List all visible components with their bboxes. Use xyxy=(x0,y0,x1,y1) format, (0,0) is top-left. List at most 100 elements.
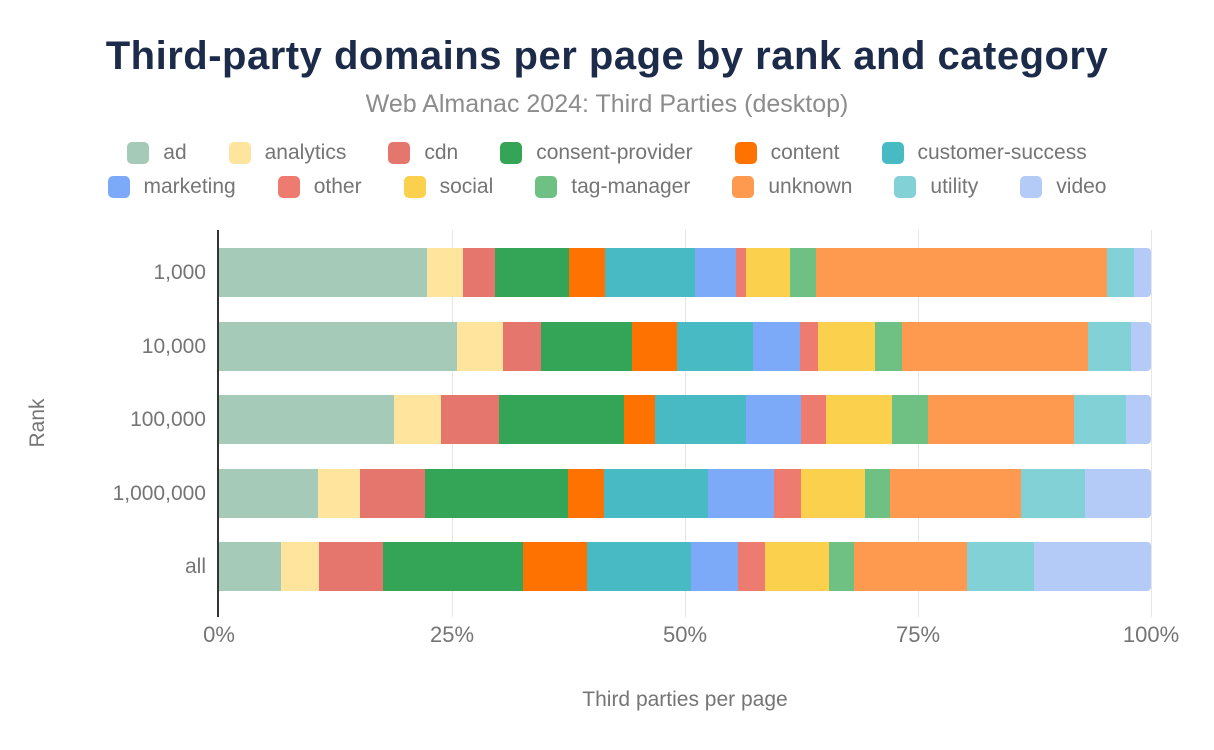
bar-segment-unknown xyxy=(928,395,1074,444)
legend-item-video[interactable]: video xyxy=(1020,175,1106,199)
legend-item-other[interactable]: other xyxy=(277,175,362,199)
bar-segment-video xyxy=(1131,322,1151,371)
bar-segment-consent-provider xyxy=(383,542,523,591)
x-tick-label: 50% xyxy=(662,622,708,647)
legend-label: analytics xyxy=(264,141,347,164)
bar-segment-unknown xyxy=(889,469,1022,518)
gridline xyxy=(1150,230,1152,617)
bar-segment-social xyxy=(746,248,791,297)
bar-segment-cdn xyxy=(463,248,495,297)
bar-segment-marketing xyxy=(753,322,800,371)
bar-segment-content xyxy=(631,322,677,371)
x-tick-label: 25% xyxy=(429,622,475,647)
chart-title: Third-party domains per page by rank and… xyxy=(105,34,1109,78)
bar-segment-analytics xyxy=(456,322,504,371)
legend-swatch-utility xyxy=(894,176,917,198)
bar-segment-marketing xyxy=(695,248,737,297)
y-tick-label: 1,000,000 xyxy=(112,482,206,505)
bar-segment-consent-provider xyxy=(494,248,570,297)
x-axis-title: Third parties per page xyxy=(582,688,788,711)
bar-segment-customer-success xyxy=(587,542,691,591)
legend-item-ad[interactable]: ad xyxy=(127,141,187,165)
legend-item-customer-success[interactable]: customer-success xyxy=(881,141,1087,165)
legend-label: utility xyxy=(930,175,979,198)
legend-swatch-content xyxy=(734,142,757,164)
bar-segment-social xyxy=(818,322,876,371)
legend-item-marketing[interactable]: marketing xyxy=(107,175,236,199)
y-tick-label: 10,000 xyxy=(141,335,206,358)
bar-segment-ad xyxy=(219,542,281,591)
bar-segment-video xyxy=(1034,542,1151,591)
bar-segment-utility xyxy=(1107,248,1135,297)
bar-segment-social xyxy=(825,395,892,444)
legend-swatch-marketing xyxy=(107,176,130,198)
bar-row-1000 xyxy=(219,248,1151,297)
legend-item-unknown[interactable]: unknown xyxy=(732,175,852,199)
bar-segment-utility xyxy=(1088,322,1132,371)
bar-segment-cdn xyxy=(503,322,541,371)
bar-segment-customer-success xyxy=(603,469,709,518)
legend-label: marketing xyxy=(143,175,236,198)
legend-label: content xyxy=(770,141,840,164)
legend-label: ad xyxy=(163,141,187,164)
bar-segment-unknown xyxy=(853,542,968,591)
bar-segment-analytics xyxy=(426,248,464,297)
legend-label: social xyxy=(439,175,494,198)
bar-segment-video xyxy=(1084,469,1151,518)
bar-segment-other xyxy=(736,248,747,297)
legend-item-content[interactable]: content xyxy=(734,141,840,165)
bar-segment-utility xyxy=(1021,469,1085,518)
legend-label: cdn xyxy=(424,141,459,164)
legend: ad analytics cdn consent-provider content cus… xyxy=(0,141,1214,199)
bar-row-10000 xyxy=(219,322,1151,371)
bar-segment-marketing xyxy=(690,542,739,591)
bar-segment-consent-provider xyxy=(424,469,568,518)
legend-label: other xyxy=(313,175,362,198)
bar-segment-marketing xyxy=(708,469,775,518)
bar-segment-content xyxy=(567,469,604,518)
bar-segment-other xyxy=(799,322,819,371)
bar-segment-customer-success xyxy=(676,322,753,371)
chart-subtitle: Web Almanac 2024: Third Parties (desktop… xyxy=(365,90,849,118)
x-tick-label: 0% xyxy=(203,622,235,647)
bar-segment-cdn xyxy=(359,469,425,518)
legend-swatch-cdn xyxy=(388,142,411,164)
legend-swatch-analytics xyxy=(228,142,251,164)
bar-segment-ad xyxy=(219,469,318,518)
legend-swatch-other xyxy=(277,176,300,198)
bar-segment-tag-manager xyxy=(829,542,854,591)
bar-segment-unknown xyxy=(902,322,1089,371)
legend-label: customer-success xyxy=(917,141,1087,164)
legend-item-utility[interactable]: utility xyxy=(894,175,978,199)
bar-segment-social xyxy=(765,542,830,591)
bar-segment-utility xyxy=(1073,395,1126,444)
bar-segment-customer-success xyxy=(655,395,746,444)
bar-segment-content xyxy=(569,248,605,297)
bar-segment-utility xyxy=(967,542,1035,591)
bar-row-1000000 xyxy=(219,469,1151,518)
bar-segment-customer-success xyxy=(604,248,696,297)
bar-segment-consent-provider xyxy=(540,322,632,371)
bar-segment-video xyxy=(1134,248,1151,297)
legend-item-social[interactable]: social xyxy=(403,175,494,199)
bar-segment-other xyxy=(738,542,766,591)
bar-segment-ad xyxy=(219,395,395,444)
bar-segment-social xyxy=(800,469,865,518)
legend-row-2: marketing other social tag-manager unknown ut… xyxy=(107,175,1106,199)
bar-segment-marketing xyxy=(745,395,802,444)
legend-item-consent-provider[interactable]: consent-provider xyxy=(500,141,693,165)
bar-segment-content xyxy=(522,542,588,591)
legend-item-cdn[interactable]: cdn xyxy=(388,141,458,165)
legend-swatch-unknown xyxy=(732,176,755,198)
bar-segment-ad xyxy=(219,322,457,371)
bar-row-all xyxy=(219,542,1151,591)
bar-segment-tag-manager xyxy=(891,395,929,444)
legend-item-tag-manager[interactable]: tag-manager xyxy=(535,175,690,199)
y-axis-title: Rank xyxy=(26,398,49,448)
bar-segment-ad xyxy=(219,248,427,297)
legend-label: tag-manager xyxy=(571,175,691,198)
bar-segment-unknown xyxy=(816,248,1108,297)
legend-item-analytics[interactable]: analytics xyxy=(228,141,347,165)
legend-swatch-consent-provider xyxy=(500,142,523,164)
